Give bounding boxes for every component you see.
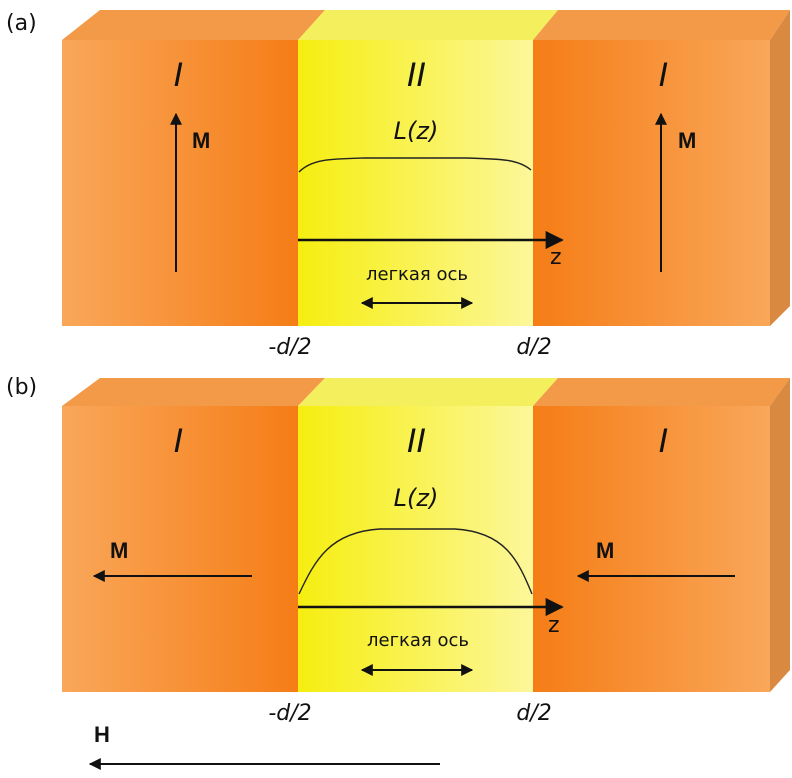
region-i-left-label: I [173, 56, 183, 94]
region-i-right-label: I [658, 422, 668, 460]
magnetization-right-label: M [678, 128, 696, 153]
function-label: L(z) [394, 117, 439, 145]
region-ii-block [298, 40, 533, 326]
region-i-left-label: I [173, 422, 183, 460]
slab-right-side-face [770, 10, 790, 326]
region-i-right-block [533, 40, 770, 326]
l-z-curve [298, 528, 533, 595]
region-i-right-label: I [658, 56, 668, 94]
magnetization-right-label: M [596, 538, 614, 563]
region-i-left-block [62, 406, 298, 692]
slab-middle-top-face [298, 378, 558, 406]
slab-left-top-face [62, 378, 325, 406]
z-axis-label: z [548, 613, 560, 638]
magnetization-left-label: M [192, 128, 210, 153]
slab-right-top-face [533, 10, 790, 40]
region-i-left-block [62, 40, 298, 326]
field-h-label: H [94, 722, 110, 747]
z-axis-label: z [550, 245, 562, 270]
slab-right-side-face [770, 378, 790, 692]
panel-tag-b: (b) [6, 375, 37, 400]
region-ii-block [298, 406, 533, 692]
panel-b: (b) I II I L(z) z легкая ось M M -d/2 d/… [6, 375, 790, 770]
region-ii-label: II [407, 56, 426, 94]
region-i-right-block [533, 406, 770, 692]
boundary-right-label: d/2 [516, 335, 551, 360]
easy-axis-label: легкая ось [366, 264, 468, 285]
magnetization-left-label: M [110, 538, 128, 563]
region-ii-label: II [407, 422, 426, 460]
boundary-left-label: -d/2 [268, 701, 311, 726]
slab-right-top-face [533, 378, 790, 406]
slab-middle-top-face [298, 10, 558, 40]
panel-a: (a) I II I L(z) z легкая ось M M -d/2 d/… [6, 10, 790, 360]
easy-axis-label: легкая ось [367, 630, 469, 651]
slab-left-top-face [62, 10, 325, 40]
boundary-right-label: d/2 [516, 701, 551, 726]
boundary-left-label: -d/2 [268, 335, 311, 360]
panel-tag-a: (a) [6, 11, 37, 36]
function-label: L(z) [394, 484, 439, 512]
l-z-curve [298, 157, 532, 173]
